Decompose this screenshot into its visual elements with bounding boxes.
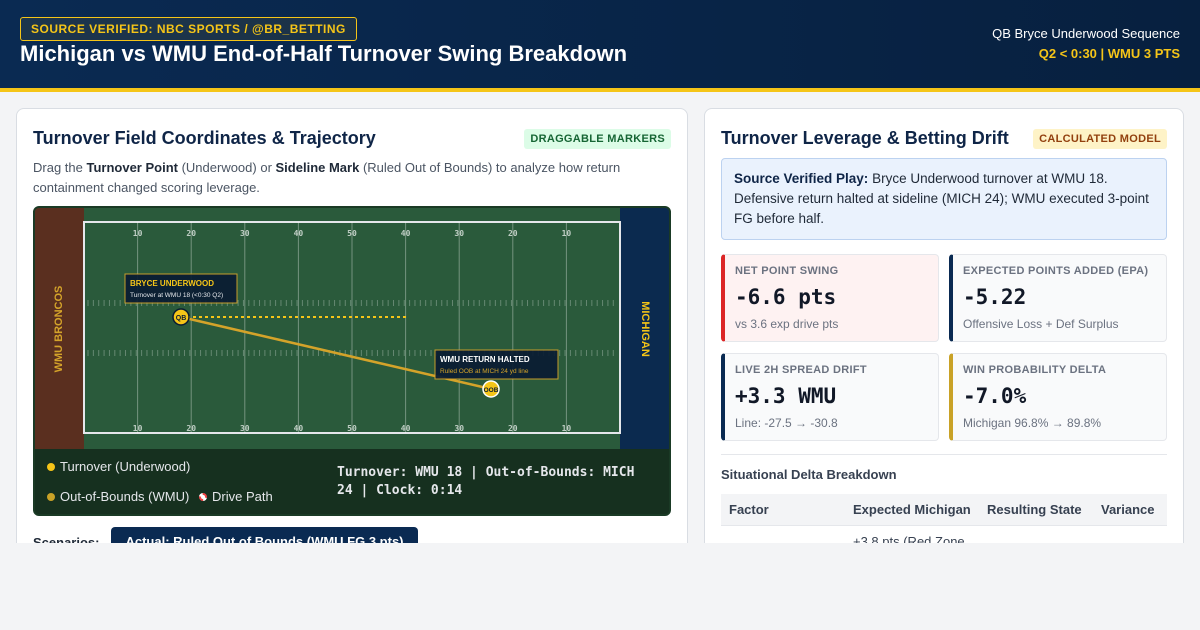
oob-label-title: WMU RETURN HALTED bbox=[440, 355, 530, 364]
page-title: Michigan vs WMU End-of-Half Turnover Swi… bbox=[20, 41, 628, 66]
field-legend: Turnover (Underwood) Out-of-Bounds (WMU)… bbox=[35, 449, 669, 514]
header-context: QB Bryce Underwood Sequence Q2 < 0:30 | … bbox=[992, 26, 1180, 61]
leverage-card: Turnover Leverage & Betting Drift CALCUL… bbox=[704, 108, 1184, 543]
yard-number: 30 bbox=[240, 424, 250, 433]
yard-number: 40 bbox=[294, 424, 304, 433]
col-factor: Factor bbox=[721, 494, 845, 526]
scenarios-label: Scenarios: bbox=[33, 534, 100, 544]
yard-lines bbox=[137, 222, 567, 433]
yard-number: 40 bbox=[294, 229, 304, 238]
yard-number: 30 bbox=[454, 424, 464, 433]
page-header: SOURCE VERIFIED: NBC SPORTS / @BR_BETTIN… bbox=[0, 0, 1200, 92]
turnover-label-title: BRYCE UNDERWOOD bbox=[130, 279, 214, 288]
draggable-tag: DRAGGABLE MARKERS bbox=[524, 129, 671, 149]
col-expected: Expected Michigan bbox=[845, 494, 979, 526]
yard-number: 40 bbox=[401, 424, 411, 433]
metric-win-probability: WIN PROBABILITY DELTA -7.0% Michigan 96.… bbox=[949, 353, 1167, 441]
sequence-label: QB Bryce Underwood Sequence bbox=[992, 26, 1180, 41]
yard-number: 40 bbox=[401, 229, 411, 238]
drive-path-icon bbox=[199, 492, 207, 501]
field-svg[interactable]: 10 20 30 40 50 40 30 20 10 10 20 30 40 50 40 30 20 10 WM… bbox=[35, 208, 669, 449]
wmu-endzone bbox=[35, 208, 84, 449]
game-state-label: Q2 < 0:30 | WMU 3 PTS bbox=[1038, 46, 1180, 61]
situational-section-title: Situational Delta Breakdown bbox=[721, 467, 897, 482]
turnover-label: BRYCE UNDERWOOD Turnover at WMU 18 (<0:3… bbox=[124, 273, 238, 304]
yard-number: 20 bbox=[186, 229, 196, 238]
yard-number: 10 bbox=[562, 424, 572, 433]
scenarios-row: Scenarios: Actual: Ruled Out of Bounds (… bbox=[33, 527, 418, 543]
oob-label-sub: Ruled OOB at MICH 24 yd line bbox=[440, 368, 529, 375]
table-row: +3.8 pts (Red Zone bbox=[853, 533, 965, 544]
situational-table: Factor Expected Michigan Resulting State… bbox=[721, 494, 1167, 543]
metric-epa: EXPECTED POINTS ADDED (EPA) -5.22 Offens… bbox=[949, 254, 1167, 342]
legend-oob: Out-of-Bounds (WMU) bbox=[47, 489, 189, 504]
source-badge: SOURCE VERIFIED: NBC SPORTS / @BR_BETTIN… bbox=[20, 17, 357, 41]
turnover-point-marker[interactable]: QB bbox=[172, 308, 190, 326]
yard-number: 50 bbox=[347, 424, 357, 433]
football-field[interactable]: 10 20 30 40 50 40 30 20 10 10 20 30 40 50 40 30 20 10 WM… bbox=[33, 206, 671, 516]
yard-number: 10 bbox=[133, 424, 143, 433]
yard-number: 10 bbox=[562, 229, 572, 238]
yard-number: 20 bbox=[186, 424, 196, 433]
oob-marker-text: OOB bbox=[484, 387, 499, 394]
yard-number: 20 bbox=[508, 424, 518, 433]
field-card: Turnover Field Coordinates & Trajectory … bbox=[16, 108, 688, 543]
legend-turnover: Turnover (Underwood) bbox=[47, 459, 190, 474]
yard-number: 30 bbox=[240, 229, 250, 238]
yard-number: 30 bbox=[454, 229, 464, 238]
col-variance: Variance bbox=[1093, 494, 1167, 526]
source-verified-callout: Source Verified Play: Bryce Underwood tu… bbox=[721, 158, 1167, 240]
yard-number: 20 bbox=[508, 229, 518, 238]
michigan-endzone-label: MICHIGAN bbox=[639, 301, 651, 357]
metric-spread-drift: LIVE 2H SPREAD DRIFT +3.3 WMU Line: -27.… bbox=[721, 353, 939, 441]
yard-numbers-top: 10 20 30 40 50 40 30 20 10 bbox=[133, 229, 572, 238]
field-turf bbox=[35, 208, 669, 449]
section-divider bbox=[721, 454, 1167, 455]
oob-dot-icon bbox=[47, 492, 55, 501]
oob-label: WMU RETURN HALTED Ruled OOB at MICH 24 y… bbox=[434, 349, 559, 380]
yard-numbers-bottom: 10 20 30 40 50 40 30 20 10 bbox=[133, 424, 572, 433]
sideline-mark-marker[interactable]: OOB bbox=[482, 380, 500, 398]
field-card-title: Turnover Field Coordinates & Trajectory bbox=[33, 128, 376, 148]
metric-net-point-swing: NET POINT SWING -6.6 pts vs 3.6 exp driv… bbox=[721, 254, 939, 342]
turnover-label-sub: Turnover at WMU 18 (<0:30 Q2) bbox=[130, 292, 223, 299]
legend-drive-path: Drive Path bbox=[199, 489, 273, 504]
yard-number: 10 bbox=[133, 229, 143, 238]
michigan-endzone bbox=[620, 208, 669, 449]
scenario-actual-button[interactable]: Actual: Ruled Out of Bounds (WMU FG 3 pt… bbox=[111, 527, 418, 543]
calculated-model-tag: CALCULATED MODEL bbox=[1033, 129, 1167, 149]
yard-number: 50 bbox=[347, 229, 357, 238]
leverage-card-title: Turnover Leverage & Betting Drift bbox=[721, 128, 1009, 148]
coordinates-readout: Turnover: WMU 18 | Out-of-Bounds: MICH 2… bbox=[337, 465, 635, 498]
field-description: Drag the Turnover Point (Underwood) or S… bbox=[33, 160, 621, 195]
wmu-endzone-label: WMU BRONCOS bbox=[53, 286, 65, 373]
field-boundary bbox=[83, 221, 621, 434]
dashboard-content: Turnover Field Coordinates & Trajectory … bbox=[16, 108, 1184, 543]
table-header-row: Factor Expected Michigan Resulting State… bbox=[721, 494, 1167, 526]
turnover-dot-icon bbox=[47, 462, 55, 471]
col-resulting: Resulting State bbox=[979, 494, 1093, 526]
turnover-marker-text: QB bbox=[176, 315, 187, 322]
